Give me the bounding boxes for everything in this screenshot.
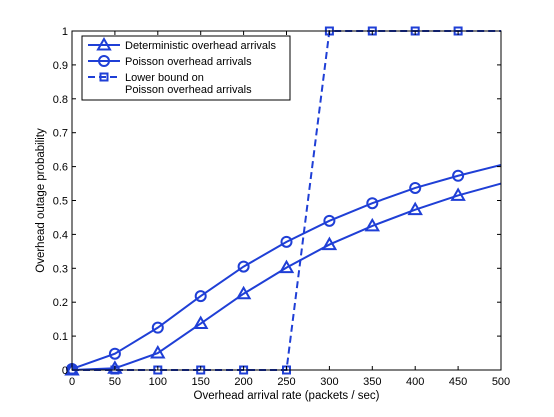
series-circle (66, 163, 502, 375)
data-point-circle (366, 197, 379, 210)
legend-entry-triangle: Deterministic overhead arrivals (88, 36, 276, 52)
plot-frame (71, 30, 502, 371)
y-tick-label: 0.9 (53, 60, 68, 72)
legend-marker-square (99, 72, 109, 82)
data-point-circle (108, 347, 121, 360)
x-tick-label: 150 (192, 376, 210, 388)
data-point-triangle (150, 345, 166, 359)
legend: Deterministic overhead arrivals Poisson o… (81, 35, 291, 101)
series-line-triangle (71, 182, 502, 371)
y-tick-label: 0.6 (53, 162, 68, 174)
data-point-triangle (278, 259, 295, 274)
data-point-circle (237, 260, 250, 273)
legend-marker-circle (98, 55, 110, 67)
series-line-circle (71, 163, 502, 370)
legend-label: Lower bound on (125, 72, 204, 84)
x-tick-label: 200 (234, 376, 252, 388)
axis-layer: 0 50 100 150 200 250 300 350 400 450 500 0 0.1 0.2 0.3… (53, 26, 510, 388)
data-point-circle (409, 181, 422, 194)
legend-label: Deterministic overhead arrivals (125, 40, 276, 52)
legend-entry-circle: Poisson overhead arrivals (88, 55, 252, 68)
data-point-circle (194, 290, 207, 303)
legend-marker-triangle (96, 36, 112, 51)
data-point-triangle (407, 201, 423, 216)
x-tick-label: 400 (406, 376, 424, 388)
y-tick-label: 0.5 (53, 196, 68, 208)
data-point-triangle (235, 285, 252, 300)
legend-label: Poisson overhead arrivals (125, 84, 252, 96)
y-tick-label: 1 (62, 26, 68, 38)
x-tick-label: 500 (492, 376, 510, 388)
data-point-circle (452, 169, 465, 182)
data-point-triangle (364, 217, 381, 232)
legend-label: Poisson overhead arrivals (125, 56, 252, 68)
x-tick-label: 450 (449, 376, 467, 388)
data-point-triangle (450, 187, 466, 201)
x-tick-label: 300 (320, 376, 338, 388)
y-tick-label: 0.1 (53, 331, 68, 343)
x-tick-label: 250 (277, 376, 295, 388)
y-tick-label: 0.2 (53, 297, 68, 309)
data-point-circle (323, 214, 336, 227)
data-point-circle (280, 235, 293, 248)
y-tick-label: 0.7 (53, 128, 68, 140)
data-point-triangle (192, 315, 209, 330)
data-point-circle (151, 321, 164, 334)
data-point-triangle (321, 236, 338, 251)
y-axis-title: Overhead outage probability (35, 128, 47, 273)
x-axis-title: Overhead arrival rate (packets / sec) (194, 390, 380, 402)
y-tick-label: 0.4 (53, 229, 68, 241)
x-tick-label: 50 (109, 376, 121, 388)
y-tick-label: 0 (62, 365, 68, 377)
x-tick-label: 100 (149, 376, 167, 388)
y-tick-label: 0.8 (53, 94, 68, 106)
x-tick-label: 350 (363, 376, 381, 388)
x-tick-label: 0 (69, 376, 75, 388)
y-tick-label: 0.3 (53, 263, 68, 275)
legend-box (81, 35, 291, 101)
